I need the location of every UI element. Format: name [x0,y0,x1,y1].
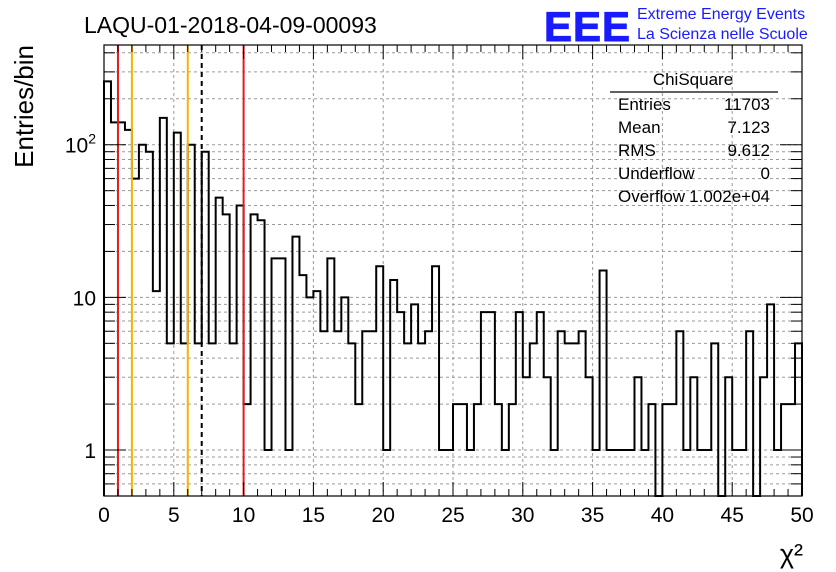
stats-value: 9.612 [727,141,770,160]
y-tick-label: 10 [73,287,96,310]
x-tick-label: 5 [168,504,180,527]
stats-label: Entries [618,95,671,114]
run-title: LAQU-01-2018-04-09-00093 [84,12,377,38]
stats-box: ChiSquare Entries 11703 Mean 7.123 RMS 9.612 U… [610,70,778,206]
x-tick-label: 35 [581,504,604,527]
stats-value: 1.002e+04 [689,187,770,206]
grid-lines [104,45,802,497]
stats-label: Mean [618,118,661,137]
eee-logo: EEE [544,3,631,50]
x-tick-label: 15 [302,504,325,527]
tick-labels: 0 5 10 15 20 25 30 35 40 45 50 1 10 102 [65,131,814,527]
stats-value: 0 [761,164,770,183]
histogram-outline [103,80,803,497]
x-tick-label: 50 [790,504,813,527]
histogram-bars [103,80,803,497]
x-tick-label: 20 [372,504,395,527]
x-tick-label: 25 [441,504,464,527]
stats-rows: Entries 11703 Mean 7.123 RMS 9.612 Underflow 0 O… [618,95,770,206]
stats-label: Overflow [618,187,686,206]
x-tick-label: 45 [721,504,744,527]
y-tick-label: 1 [84,440,96,463]
x-tick-label: 0 [98,504,110,527]
x-tick-label: 40 [651,504,674,527]
y-tick-label: 102 [65,131,96,158]
stats-label: RMS [618,141,656,160]
x-axis-label: χ² [780,539,803,569]
project-subtitle: La Scienza nelle Scuole [637,26,808,43]
stats-value: 11703 [724,95,770,114]
axes [103,44,803,497]
stats-title: ChiSquare [653,70,733,89]
reference-lines [116,45,245,496]
project-name: Extreme Energy Events [637,6,805,23]
y-axis-label: Entries/bin [9,45,39,168]
stats-label: Underflow [618,164,695,183]
x-tick-label: 10 [232,504,255,527]
x-tick-label: 30 [511,504,534,527]
stats-value: 7.123 [727,118,770,137]
